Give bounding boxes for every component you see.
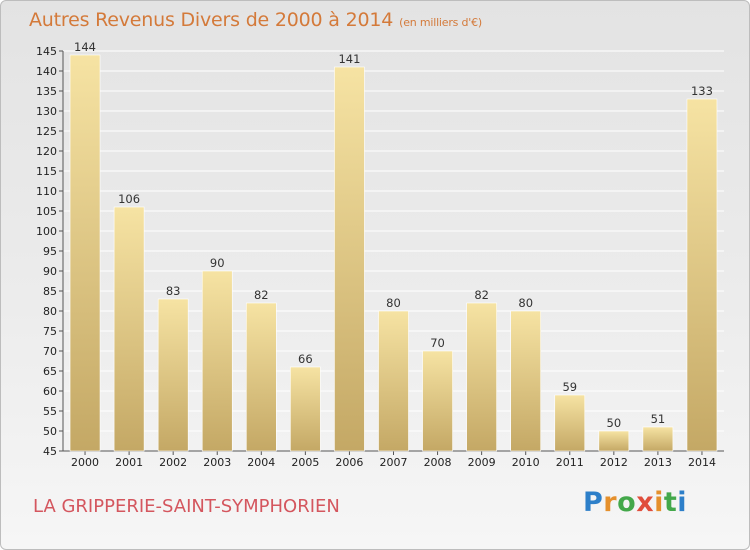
bar-2009: [466, 302, 497, 452]
data-label-2012: 50: [607, 416, 622, 430]
logo-letter: r: [603, 487, 618, 518]
bar-2000: [69, 54, 101, 452]
data-label-2008: 70: [430, 336, 445, 350]
bar-2006: [334, 66, 365, 452]
bar-2011: [554, 394, 586, 452]
bar-2004: [246, 302, 277, 452]
y-tick-label: 95: [43, 245, 57, 258]
y-tick-label: 55: [43, 405, 57, 418]
logo-letter: P: [583, 487, 604, 518]
bars: [69, 54, 718, 452]
data-labels: 144 106 83 90 82 66 141 80 70 82 80 59 50 51 133: [74, 40, 713, 430]
y-tick-label: 80: [43, 305, 57, 318]
bar-2005: [290, 366, 321, 452]
data-label-2001: 106: [118, 192, 140, 206]
x-tick-label: 2000: [71, 456, 99, 469]
x-tick-label: 2013: [644, 456, 672, 469]
y-tick-label: 65: [43, 365, 57, 378]
x-tick-label: 2008: [424, 456, 452, 469]
x-tick-label: 2010: [512, 456, 540, 469]
data-label-2013: 51: [651, 412, 666, 426]
bar-2008: [422, 350, 453, 452]
x-tick-label: 2011: [556, 456, 584, 469]
data-label-2010: 80: [518, 296, 533, 310]
y-tick-label: 110: [36, 185, 57, 198]
x-tick-label: 2007: [380, 456, 408, 469]
data-label-2003: 90: [210, 256, 225, 270]
logo-letter: o: [617, 487, 637, 518]
data-label-2009: 82: [474, 288, 489, 302]
y-tick-label: 145: [36, 45, 57, 58]
y-tick-label: 125: [36, 125, 57, 138]
y-tick-label: 120: [36, 145, 57, 158]
y-tick-label: 70: [43, 345, 57, 358]
x-tick-label: 2014: [688, 456, 716, 469]
chart-title: Autres Revenus Divers de 2000 à 2014 (en …: [29, 9, 482, 31]
logo-letter: x: [636, 487, 655, 518]
x-tick-label: 2001: [115, 456, 143, 469]
y-tick-label: 100: [36, 225, 57, 238]
chart-subtitle: (en milliers d'€): [399, 16, 483, 29]
logo-letter: t: [663, 487, 678, 518]
logo-letter: i: [677, 487, 688, 518]
data-label-2004: 82: [254, 288, 269, 302]
y-tick-label: 60: [43, 385, 57, 398]
y-tick-label: 140: [36, 65, 57, 78]
data-label-2002: 83: [166, 284, 181, 298]
title-text: Autres Revenus Divers de 2000 à 2014: [29, 9, 394, 31]
y-tick-label: 50: [43, 425, 57, 438]
x-tick-label: 2006: [335, 456, 363, 469]
x-tick-label: 2005: [291, 456, 319, 469]
y-tick-label: 75: [43, 325, 57, 338]
place-name: LA GRIPPERIE-SAINT-SYMPHORIEN: [33, 496, 340, 517]
data-label-2000: 144: [74, 40, 96, 54]
y-tick-label: 135: [36, 85, 57, 98]
x-tick-label: 2004: [247, 456, 275, 469]
bar-2014: [686, 98, 718, 452]
data-label-2011: 59: [562, 380, 577, 394]
y-tick-label: 105: [36, 205, 57, 218]
x-tick-label: 2012: [600, 456, 628, 469]
bar-2003: [201, 270, 233, 452]
x-tick-label: 2009: [468, 456, 496, 469]
bar-2012: [598, 430, 630, 452]
bar-2007: [378, 310, 409, 452]
data-label-2007: 80: [386, 296, 401, 310]
y-tick-label: 115: [36, 165, 57, 178]
bar-2010: [510, 310, 542, 452]
bar-2013: [642, 426, 674, 452]
bar-2001: [113, 206, 145, 452]
x-tick-label: 2003: [203, 456, 231, 469]
x-tick-label: 2002: [159, 456, 187, 469]
logo-letter: i: [654, 487, 664, 518]
y-tick-label: 90: [43, 265, 57, 278]
y-tick-label: 85: [43, 285, 57, 298]
y-tick-label: 45: [43, 445, 57, 458]
data-label-2005: 66: [298, 352, 313, 366]
axes: 45 50 55 60 65 70 75 80 85 90 95 100 105 110 115 120 125…: [36, 45, 724, 469]
bar-2002: [157, 298, 189, 452]
data-label-2006: 141: [338, 52, 360, 66]
data-label-2014: 133: [691, 84, 713, 98]
y-tick-label: 130: [36, 105, 57, 118]
proxiti-logo: Proxiti: [583, 487, 687, 518]
